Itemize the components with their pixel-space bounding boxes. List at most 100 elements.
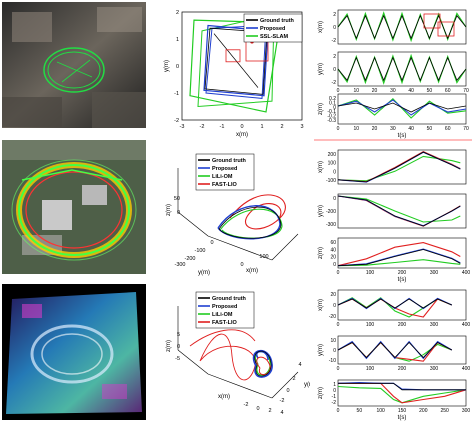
y-axis-label: y(m) <box>198 270 210 276</box>
x-tick-label: 10 <box>354 88 360 94</box>
x-tick-label: 50 <box>357 408 363 414</box>
y-tick-label: 0 <box>333 169 336 175</box>
x-tick-label: 70 <box>463 88 469 94</box>
x-tick-label: 100 <box>366 366 375 372</box>
y-tick-label: 0 <box>210 240 213 246</box>
trajectory-series <box>256 356 271 375</box>
time-plot-frame <box>337 237 467 269</box>
y-tick-label: 100 <box>328 161 337 167</box>
x-tick-label: 50 <box>427 126 433 132</box>
y-axis-label: x(m) <box>318 161 324 173</box>
x-tick-label: 200 <box>398 322 407 328</box>
zoom-box <box>437 21 455 37</box>
z-tick-label: 0 <box>177 344 180 350</box>
z-tick-label: 50 <box>174 196 180 202</box>
trajectory-series <box>218 206 282 239</box>
x-axis-label: t(s) <box>398 415 407 421</box>
y-tick-label: 0 <box>333 67 336 73</box>
x-axis-label: x(m) <box>236 132 248 138</box>
x-tick-label: 100 <box>259 254 268 260</box>
y-tick-label: -20 <box>329 314 336 320</box>
legend-label: Ground truth <box>260 18 295 24</box>
x-tick-label: 60 <box>445 88 451 94</box>
legend-label: FAST-LIO <box>212 182 237 188</box>
y-tick-label: -100 <box>194 248 205 254</box>
x-tick-label: 0 <box>337 88 340 94</box>
x-axis-label: t(s) <box>398 277 407 283</box>
legend-label: Proposed <box>212 304 237 310</box>
y-axis-label: y(m) <box>304 382 310 388</box>
y-tick-label: 10 <box>330 338 336 344</box>
x-tick-label: 0 <box>337 270 340 276</box>
x-tick-label: 400 <box>462 366 471 372</box>
time-series-line <box>337 385 467 404</box>
y-tick-label: -200 <box>184 256 195 262</box>
x-axis-label: x(m) <box>218 394 230 400</box>
aerial-map-image <box>2 140 146 274</box>
y-tick-label: -2 <box>174 118 179 124</box>
y-tick-label: -1 <box>332 394 337 400</box>
y-tick-label: 0.1 <box>329 100 336 106</box>
y-tick-label: -1 <box>174 91 179 97</box>
legend-label: LiLi-OM <box>212 312 233 318</box>
time-series-line <box>337 102 467 113</box>
x-tick-label: 200 <box>398 366 407 372</box>
legend-label: Proposed <box>260 26 285 32</box>
y-axis-label: z(m) <box>318 103 324 115</box>
y-tick-label: 0 <box>333 25 336 31</box>
x-tick-label: 10 <box>354 126 360 132</box>
y-tick-label: 20 <box>330 255 336 261</box>
y-tick-label: 0 <box>333 105 336 111</box>
y-tick-label: -200 <box>326 209 336 215</box>
x-tick-label: 30 <box>390 126 396 132</box>
x-tick-label: 0 <box>337 322 340 328</box>
x-tick-label: 40 <box>408 126 414 132</box>
trajectory-series <box>254 350 272 377</box>
time-plot-frame <box>337 289 467 321</box>
time-series-line <box>337 298 452 309</box>
x-axis-line <box>207 373 273 399</box>
trajectory-plot-row1: -3 -2 -1 0 1 2 3 2 1 0 -1 -2 x(m) y(m) Ground truth Pro… <box>160 2 310 140</box>
x-tick-label: 0 <box>240 262 243 268</box>
time-series-line <box>337 242 461 267</box>
y-axis-label: x(m) <box>318 299 324 311</box>
y-tick-label: -100 <box>326 178 336 184</box>
y-tick-label: 1 <box>333 382 336 388</box>
z-tick-label: 5 <box>177 332 180 338</box>
y-tick-label: 0 <box>333 348 336 354</box>
z-axis-label: z(m) <box>166 204 172 216</box>
zoom-box <box>423 13 441 29</box>
x-tick-label: 400 <box>462 270 471 276</box>
x-tick-label: -1 <box>220 124 225 130</box>
x-tick-label: 70 <box>463 126 469 132</box>
y-tick-label: 200 <box>328 152 337 158</box>
y-tick-label: 60 <box>330 240 336 246</box>
x-tick-label: 300 <box>430 366 439 372</box>
y-tick-label: 2 <box>333 54 336 60</box>
x-tick-label: 150 <box>398 408 407 414</box>
trajectory-series <box>219 208 283 239</box>
z-tick-label: 0 <box>177 210 180 216</box>
time-series-line <box>337 151 461 183</box>
x-tick-label: 4 <box>280 410 283 416</box>
x-tick-label: 100 <box>376 408 385 414</box>
x-axis-label: t(s) <box>398 133 407 139</box>
x-tick-label: 0 <box>240 124 243 130</box>
y-tick-label: 1 <box>176 37 179 43</box>
x-tick-label: 50 <box>427 88 433 94</box>
legend-label: Proposed <box>212 166 237 172</box>
x-tick-label: -3 <box>180 124 185 130</box>
time-series-line <box>337 195 461 223</box>
time-series-column: 2 0 -2 x(m) 2 0 -2 0 10 20 30 40 50 60 70 y(m) 0.2 0.1 0 -0… <box>314 0 472 424</box>
y-axis-label: y(m) <box>318 63 324 75</box>
x-tick-label: 2 <box>280 124 283 130</box>
x-tick-label: 300 <box>462 408 471 414</box>
trajectory-plot-row2: 50 0 0 -100 -200 -300 0 100 z(m) y(m) x(m) Ground t… <box>160 148 310 278</box>
time-series-line <box>337 195 461 227</box>
x-tick-label: 3 <box>300 124 303 130</box>
x-tick-label: 2 <box>268 408 271 414</box>
y-tick-label: 40 <box>330 247 336 253</box>
y-tick-label: 0.2 <box>329 96 336 102</box>
y-axis-label: y(m) <box>164 60 170 72</box>
